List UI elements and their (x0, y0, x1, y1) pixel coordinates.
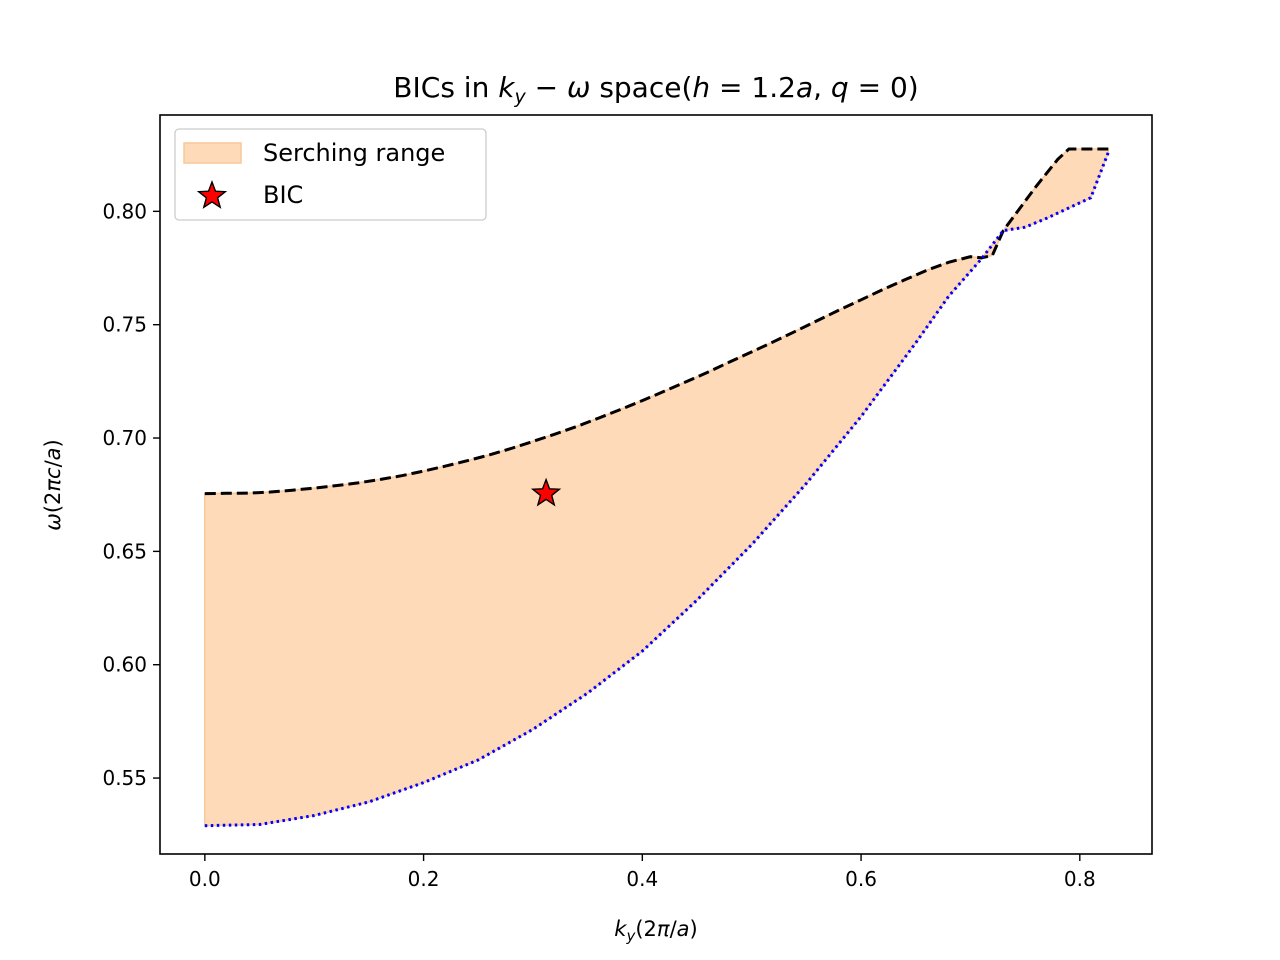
plot-area (204, 147, 1110, 828)
y-tick-label: 0.75 (102, 313, 147, 337)
lower-bound-line (204, 151, 1110, 828)
chart-title: BICs in ky − ω space(h = 1.2a, q = 0) (393, 71, 918, 108)
legend-swatch-serching-range (183, 142, 242, 164)
y-tick-label: 0.55 (102, 766, 147, 790)
searching-range-area (204, 148, 1110, 827)
x-axis: 0.0 0.2 0.4 0.6 0.8 (189, 854, 1096, 891)
y-tick-label: 0.65 (102, 539, 147, 563)
legend-label-bic: BIC (263, 181, 303, 209)
legend-box (174, 128, 487, 221)
x-tick-label: 0.6 (845, 867, 877, 891)
bic-point (530, 477, 562, 507)
x-tick-label: 0.0 (189, 867, 221, 891)
x-tick-label: 0.2 (408, 867, 440, 891)
y-tick-label: 0.60 (102, 653, 147, 677)
x-tick-label: 0.4 (626, 867, 658, 891)
x-axis-label: ky(2π/a) (614, 917, 697, 945)
legend: Serching range BIC (174, 128, 487, 221)
upper-bound-line (204, 147, 1109, 496)
y-axis: 0.55 0.60 0.65 0.70 0.75 0.80 (102, 199, 160, 790)
legend-marker-bic (196, 180, 228, 209)
legend-label-serching-range: Serching range (263, 139, 445, 167)
y-axis-label: ω(2πc/a) (41, 439, 65, 531)
y-tick-label: 0.80 (102, 199, 147, 223)
x-tick-label: 0.8 (1064, 867, 1096, 891)
axes-frame (159, 114, 1153, 855)
y-tick-label: 0.70 (102, 426, 147, 450)
